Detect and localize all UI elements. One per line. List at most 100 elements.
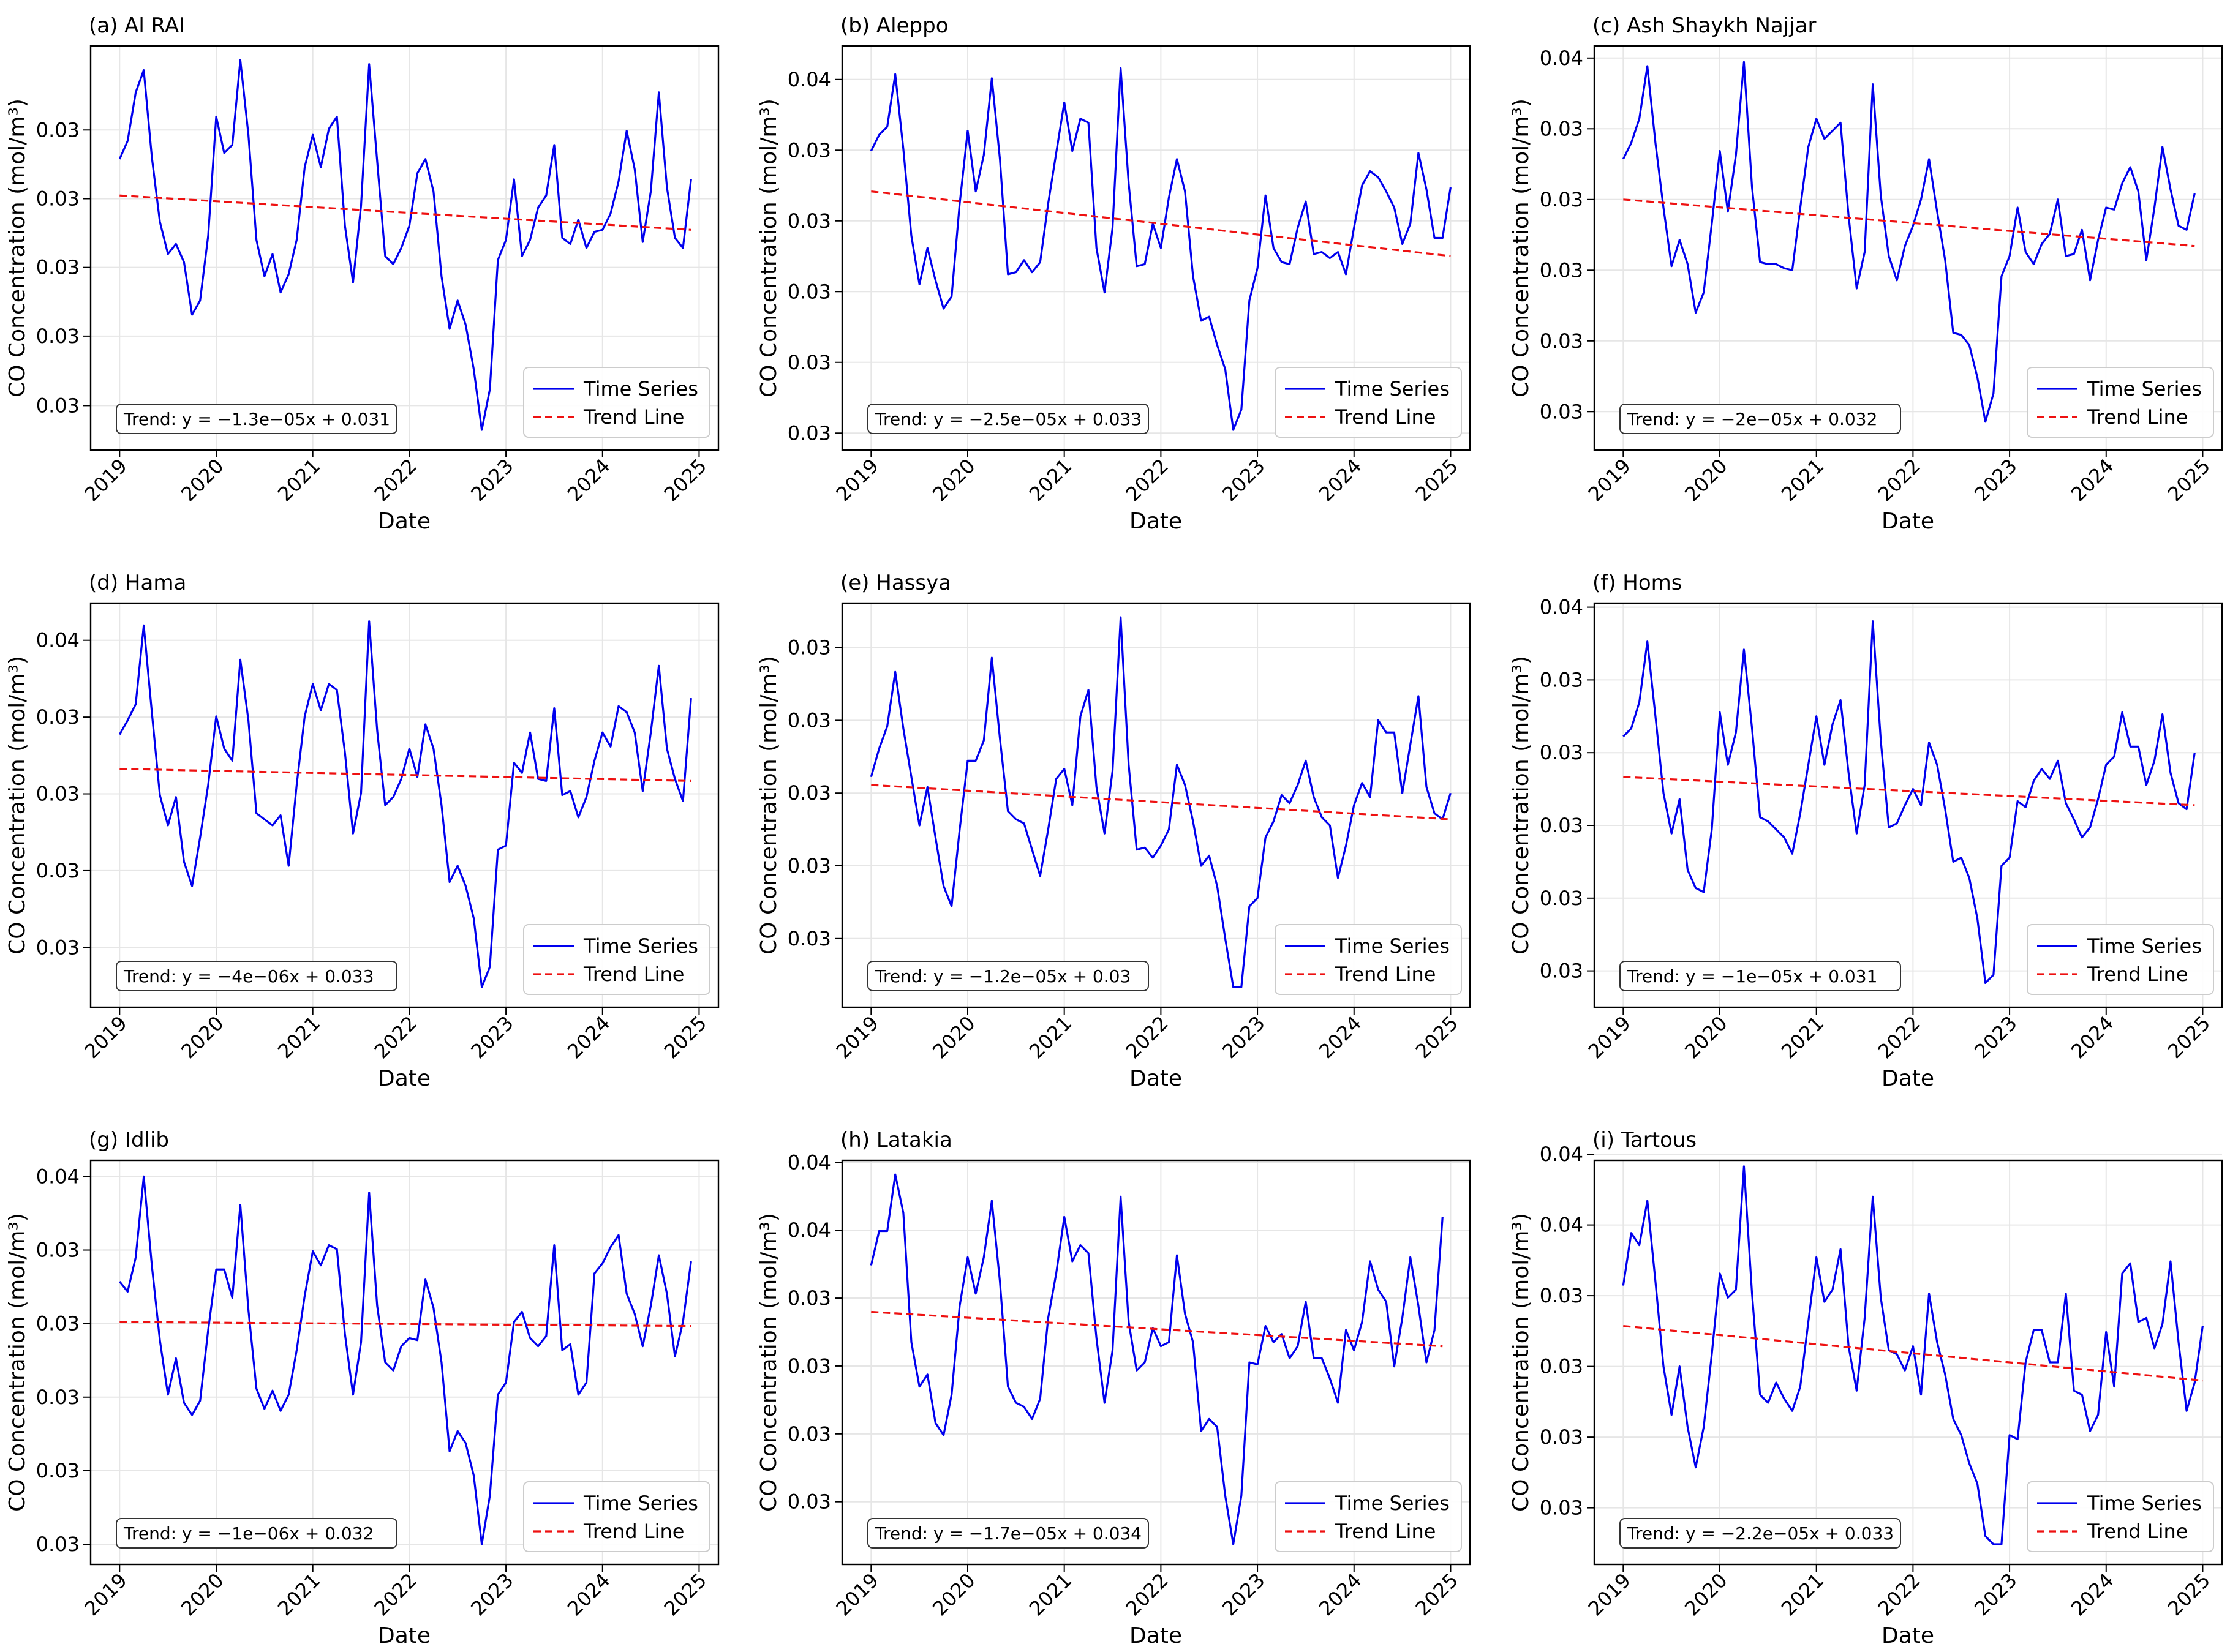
y-tick-label: 0.03 [788, 1422, 831, 1446]
legend-trend-label: Trend Line [1335, 405, 1436, 429]
y-tick-label: 0.03 [788, 1286, 831, 1310]
x-tick-label: 2023 [466, 454, 518, 506]
x-tick-label: 2021 [1777, 454, 1828, 506]
legend-series-label: Time Series [2087, 934, 2202, 958]
chart-latakia: (h) Latakia 2019 2020 2021 2022 2023 2024 2025 0… [756, 1128, 1471, 1648]
x-tick-label: 2025 [1411, 1012, 1463, 1063]
x-axis-label: Date [378, 509, 431, 534]
legend [2027, 924, 2214, 995]
trend-line [1623, 1325, 2203, 1382]
legend-trend-label: Trend Line [583, 405, 684, 429]
y-tick-label: 0.03 [788, 351, 831, 374]
legend-series-label: Time Series [2087, 1492, 2202, 1515]
x-tick-label: 2023 [1970, 454, 2021, 506]
y-tick-label: 0.03 [788, 636, 831, 659]
x-axis-label: Date [378, 1623, 431, 1648]
time-series-line [118, 59, 692, 431]
y-tick-label: 0.03 [1540, 258, 1583, 282]
x-tick-label: 2022 [370, 1012, 421, 1063]
y-tick-label: 0.03 [1540, 741, 1583, 764]
trend-line [871, 1310, 1443, 1348]
trend-equation: Trend: y = −1.7e−05x + 0.034 [875, 1523, 1142, 1544]
x-tick-label: 2020 [176, 454, 228, 506]
x-tick-label: 2023 [1970, 1569, 2021, 1620]
y-tick-label: 0.04 [36, 1165, 80, 1188]
x-tick-label: 2022 [1874, 454, 1925, 506]
y-axis-label: CO Concentration (mol/m³) [5, 99, 30, 397]
chart-title: (h) Latakia [840, 1128, 952, 1152]
x-tick-label: 2025 [2163, 1569, 2215, 1620]
plot-frame [1593, 602, 2223, 1008]
x-tick-label: 2019 [1584, 454, 1635, 506]
chart-title: (a) Al RAI [89, 13, 185, 38]
legend-series-label: Time Series [583, 377, 698, 400]
x-tick-label: 2024 [1314, 454, 1366, 506]
x-tick-label: 2022 [1121, 1569, 1173, 1620]
y-tick-label: 0.03 [1540, 887, 1583, 910]
x-tick-label: 2025 [1411, 454, 1463, 506]
y-tick-label: 0.03 [788, 138, 831, 162]
x-tick-label: 2019 [832, 1569, 883, 1620]
x-tick-label: 2024 [1314, 1569, 1366, 1620]
trend-equation: Trend: y = −1e−05x + 0.031 [1627, 966, 1877, 986]
time-series-line [119, 1175, 692, 1545]
y-tick-label: 0.03 [1540, 814, 1583, 837]
y-tick-label: 0.03 [36, 256, 80, 279]
x-axis-label: Date [1129, 509, 1182, 534]
chart-tartous: (i) Tartous 2019 2020 2021 2022 2023 2024 2025 0… [1509, 1128, 2223, 1648]
trend-line [119, 194, 691, 231]
x-tick-label: 2019 [832, 454, 883, 506]
y-tick-label: 0.04 [1540, 47, 1583, 70]
legend-trend-label: Trend Line [1335, 1520, 1436, 1543]
x-axis-label: Date [1129, 1623, 1182, 1648]
legend-series-label: Time Series [1335, 1492, 1450, 1515]
plot-frame [841, 602, 1471, 1008]
x-axis-label: Date [378, 1066, 431, 1091]
x-tick-label: 2021 [273, 454, 325, 506]
trend-equation: Trend: y = −2.5e−05x + 0.033 [875, 409, 1142, 429]
x-tick-label: 2022 [1874, 1569, 1925, 1620]
y-tick-label: 0.03 [36, 394, 80, 417]
plot-frame [89, 602, 720, 1008]
y-axis-label: CO Concentration (mol/m³) [756, 656, 782, 955]
y-axis-label: CO Concentration (mol/m³) [1509, 656, 1534, 955]
trend-equation: Trend: y = −4e−06x + 0.033 [123, 966, 374, 986]
chart-title: (g) Idlib [89, 1128, 169, 1152]
trend-equation-box [867, 1518, 1149, 1549]
y-axis-label: CO Concentration (mol/m³) [1509, 99, 1534, 397]
x-tick-label: 2024 [1314, 1012, 1366, 1063]
time-series-line [870, 67, 1452, 431]
x-tick-label: 2024 [2066, 1012, 2118, 1063]
y-tick-label: 0.03 [788, 927, 831, 950]
x-tick-label: 2020 [1680, 454, 1731, 506]
time-series-line [870, 1173, 1444, 1545]
x-tick-label: 2021 [1025, 1012, 1076, 1063]
plot-frame [1593, 1159, 2223, 1566]
y-tick-label: 0.03 [36, 1239, 80, 1262]
y-tick-label: 0.03 [1540, 1496, 1583, 1520]
x-tick-label: 2019 [80, 1012, 132, 1063]
chart-title: (d) Hama [89, 571, 186, 595]
x-tick-label: 2020 [176, 1569, 228, 1620]
trend-line [119, 1321, 691, 1327]
y-tick-label: 0.03 [36, 325, 80, 348]
y-tick-label: 0.03 [788, 1490, 831, 1514]
plot-frame [89, 1159, 720, 1566]
chart-homs: (f) Homs 2019 2020 2021 2022 2023 2024 2025 0.03… [1509, 571, 2223, 1091]
y-tick-label: 0.03 [1540, 117, 1583, 140]
x-tick-label: 2024 [2066, 1569, 2118, 1620]
chart-title: (f) Homs [1592, 571, 1682, 595]
time-series-line [1622, 61, 2196, 423]
x-tick-label: 2020 [928, 1012, 979, 1063]
trend-equation-box [116, 404, 397, 434]
x-axis-label: Date [1882, 1623, 1934, 1648]
trend-line [871, 190, 1451, 257]
legend [2027, 367, 2214, 438]
x-tick-label: 2021 [1777, 1012, 1828, 1063]
y-axis-label: CO Concentration (mol/m³) [756, 99, 782, 397]
y-tick-label: 0.03 [788, 280, 831, 303]
x-tick-label: 2020 [928, 1569, 979, 1620]
trend-line [1623, 198, 2195, 247]
x-tick-label: 2022 [1121, 454, 1173, 506]
